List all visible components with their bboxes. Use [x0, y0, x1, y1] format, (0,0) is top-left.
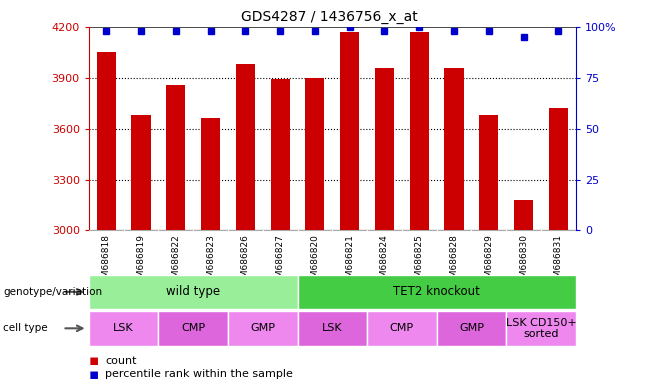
Text: ▪: ▪ [89, 367, 99, 382]
Text: GSM686826: GSM686826 [241, 234, 250, 289]
Bar [159, 311, 228, 346]
Bar [132, 115, 151, 230]
Text: CMP: CMP [390, 323, 414, 333]
Text: wild type: wild type [166, 285, 220, 298]
Text: GSM686818: GSM686818 [102, 234, 111, 289]
Text: GSM686821: GSM686821 [345, 234, 354, 289]
Bar [437, 311, 506, 346]
Text: GSM686829: GSM686829 [484, 234, 494, 289]
Bar [305, 78, 324, 230]
Bar [549, 108, 568, 230]
Bar [270, 79, 290, 230]
Bar [514, 200, 533, 230]
Text: GSM686820: GSM686820 [311, 234, 319, 289]
Bar [201, 118, 220, 230]
Text: percentile rank within the sample: percentile rank within the sample [105, 369, 293, 379]
Text: LSK: LSK [113, 323, 134, 333]
Bar [97, 52, 116, 230]
Text: GMP: GMP [459, 323, 484, 333]
Text: TET2 knockout: TET2 knockout [393, 285, 480, 298]
Bar [89, 275, 297, 309]
Text: LSK: LSK [322, 323, 343, 333]
Text: GSM686823: GSM686823 [206, 234, 215, 289]
Bar [479, 115, 498, 230]
Text: GMP: GMP [250, 323, 275, 333]
Bar [410, 32, 429, 230]
Bar [297, 275, 576, 309]
Bar [340, 32, 359, 230]
Text: genotype/variation: genotype/variation [3, 287, 103, 297]
Text: GSM686830: GSM686830 [519, 234, 528, 289]
Bar [367, 311, 437, 346]
Bar [236, 64, 255, 230]
Text: LSK CD150+
sorted: LSK CD150+ sorted [505, 318, 576, 339]
Bar [375, 68, 394, 230]
Bar [228, 311, 297, 346]
Text: ▪: ▪ [89, 353, 99, 369]
Text: GSM686819: GSM686819 [136, 234, 145, 289]
Bar [89, 311, 159, 346]
Text: cell type: cell type [3, 323, 48, 333]
Bar [506, 311, 576, 346]
Text: GSM686824: GSM686824 [380, 234, 389, 289]
Text: GSM686822: GSM686822 [171, 234, 180, 289]
Bar [166, 84, 186, 230]
Text: CMP: CMP [181, 323, 205, 333]
Bar [444, 68, 464, 230]
Text: GSM686831: GSM686831 [554, 234, 563, 289]
Text: GSM686828: GSM686828 [449, 234, 459, 289]
Text: GSM686827: GSM686827 [276, 234, 285, 289]
Text: GSM686825: GSM686825 [415, 234, 424, 289]
Text: GDS4287 / 1436756_x_at: GDS4287 / 1436756_x_at [241, 10, 417, 23]
Text: count: count [105, 356, 137, 366]
Bar [297, 311, 367, 346]
